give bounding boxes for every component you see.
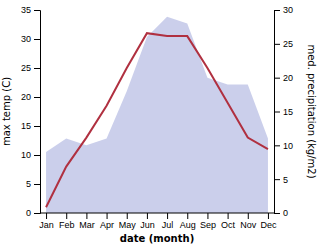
x-axis-title: date (month) (120, 233, 194, 244)
tick: Jan (39, 213, 54, 230)
y2-axis: 0 5 10 15 20 25 30 (274, 5, 293, 218)
tick-label: May (119, 220, 137, 230)
tick-mark (107, 213, 108, 219)
tick-label: 25 (283, 39, 293, 49)
tick-mark (34, 97, 40, 98)
tick: Apr (100, 213, 114, 230)
tick-mark (34, 213, 40, 214)
tick-label: Sep (200, 220, 216, 230)
tick-mark (127, 213, 128, 219)
tick-mark (147, 213, 148, 219)
tick: 15 (21, 121, 40, 131)
tick-mark (34, 10, 40, 11)
tick-label: 5 (26, 179, 31, 189)
tick-mark (274, 179, 280, 180)
axis-domain (275, 11, 281, 214)
temperature-line (46, 33, 268, 207)
tick-label: Jun (140, 220, 155, 230)
tick-mark (228, 213, 229, 219)
tick: May (119, 213, 137, 230)
tick-label: Jan (39, 220, 54, 230)
tick: 20 (21, 92, 40, 102)
tick-mark (274, 44, 280, 45)
tick-mark (187, 213, 188, 219)
tick: 5 (274, 175, 288, 185)
tick: 30 (21, 34, 40, 44)
chart: Jan Feb Mar Apr MayJun Jul Aug Sep Oct NovDec 0 5 10… (0, 0, 318, 247)
tick: 10 (21, 150, 40, 160)
tick-label: Nov (240, 220, 257, 230)
tick: Dec (260, 213, 277, 230)
tick-label: 15 (21, 121, 31, 131)
tick-label: Aug (180, 220, 196, 230)
tick-label: Dec (260, 220, 277, 230)
tick-mark (34, 39, 40, 40)
tick-label: 25 (21, 63, 31, 73)
tick-label: Jul (162, 220, 174, 230)
tick: 15 (274, 107, 293, 117)
tick: Feb (59, 213, 75, 230)
y-axis: 0 5 10 15 20 25 30 35 (21, 5, 41, 218)
tick: Jul (162, 213, 174, 230)
tick-mark (274, 213, 280, 214)
tick-label: Oct (221, 220, 236, 230)
axis-domain (40, 213, 274, 214)
tick: Oct (221, 213, 236, 230)
tick: 20 (274, 73, 293, 83)
tick-label: Mar (79, 220, 95, 230)
plot-area (46, 17, 268, 213)
tick-mark (167, 213, 168, 219)
tick-mark (34, 68, 40, 69)
tick-mark (274, 145, 280, 146)
y2-axis-title: med. precipitation (kg/m2) (306, 44, 317, 178)
tick-label: 15 (283, 107, 293, 117)
tick-label: 5 (283, 175, 288, 185)
tick-mark (34, 155, 40, 156)
tick: 0 (274, 208, 288, 218)
tick-label: 30 (21, 34, 31, 44)
axis-domain (34, 11, 41, 214)
tick-label: 20 (21, 92, 31, 102)
tick-mark (34, 184, 40, 185)
tick: 0 (26, 208, 40, 218)
tick-label: 10 (283, 141, 293, 151)
tick: Sep (200, 213, 216, 230)
tick-label: Feb (59, 220, 75, 230)
tick: Nov (240, 213, 257, 230)
tick: 25 (21, 63, 40, 73)
tick-mark (86, 213, 87, 219)
tick-mark (66, 213, 67, 219)
tick-label: 20 (283, 73, 293, 83)
y-axis-title: max temp (C) (1, 77, 12, 146)
x-axis: Jan Feb Mar Apr MayJun Jul Aug Sep Oct NovDec (39, 213, 277, 230)
tick: 35 (21, 5, 40, 15)
tick-label: 10 (21, 150, 31, 160)
tick-mark (274, 10, 280, 11)
tick-mark (248, 213, 249, 219)
tick-label: 0 (283, 208, 288, 218)
tick: 10 (274, 141, 293, 151)
tick: 30 (274, 5, 293, 15)
tick-mark (274, 78, 280, 79)
tick-mark (274, 112, 280, 113)
tick-mark (268, 213, 269, 219)
tick: 25 (274, 39, 293, 49)
tick-mark (34, 126, 40, 127)
tick: Mar (79, 213, 95, 230)
tick-label: Apr (100, 220, 114, 230)
tick-mark (46, 213, 47, 219)
tick: 5 (26, 179, 40, 189)
tick-label: 35 (21, 5, 31, 15)
tick-label: 0 (26, 208, 31, 218)
tick-mark (207, 213, 208, 219)
tick: Jun (140, 213, 155, 230)
tick: Aug (180, 213, 196, 230)
precipitation-area (46, 17, 268, 213)
tick-label: 30 (283, 5, 293, 15)
